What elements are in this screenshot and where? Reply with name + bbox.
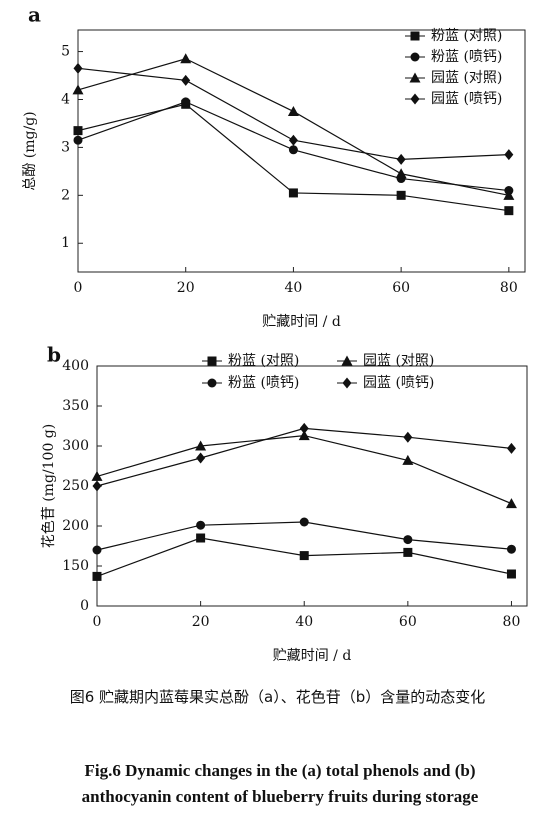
data-point [505, 498, 517, 509]
data-point [288, 134, 298, 146]
data-point [92, 571, 102, 581]
data-point [195, 440, 207, 451]
x-tick-label: 0 [74, 280, 83, 296]
data-point [503, 189, 515, 200]
x-axis-label: 贮藏时间 / d [273, 648, 352, 664]
data-point [196, 452, 206, 464]
legend-marker [409, 72, 421, 83]
data-point [396, 190, 406, 200]
data-point [403, 547, 413, 557]
x-tick-label: 80 [500, 280, 518, 296]
panel-label: a [28, 3, 41, 27]
plot-frame [77, 29, 526, 273]
y-tick-label: 3 [61, 139, 70, 155]
legend-label: 园蓝 (喷钙) [363, 375, 434, 391]
x-tick-label: 40 [295, 614, 313, 630]
y-tick-label: 350 [62, 398, 89, 414]
data-point [181, 97, 191, 107]
legend-marker [207, 378, 217, 388]
data-point [506, 544, 516, 554]
data-point [298, 430, 310, 441]
legend-marker [410, 93, 420, 105]
data-point [506, 569, 516, 579]
x-tick-label: 80 [503, 614, 521, 630]
y-tick-label: 5 [61, 44, 70, 60]
y-tick-label: 0 [80, 598, 89, 614]
data-point [403, 431, 413, 443]
x-tick-label: 40 [285, 280, 303, 296]
data-point [73, 62, 83, 74]
x-tick-label: 20 [192, 614, 210, 630]
y-axis-label: 总酚 (mg/g) [22, 111, 38, 190]
y-axis-label: 花色苷 (mg/100 g) [40, 424, 57, 548]
legend-label: 粉蓝 (喷钙) [431, 49, 502, 65]
data-point [73, 126, 83, 136]
legend-marker [341, 355, 353, 366]
caption-en: Fig.6 Dynamic changes in the (a) total p… [81, 761, 479, 806]
legend-marker [207, 356, 217, 366]
y-tick-label: 1 [61, 235, 70, 251]
y-tick-label: 4 [61, 91, 70, 107]
legend-marker [410, 31, 420, 41]
data-point [181, 74, 191, 86]
y-tick-label: 300 [62, 438, 89, 454]
data-point [506, 442, 516, 454]
y-tick-label: 200 [62, 518, 89, 534]
legend-marker [342, 377, 352, 389]
data-point [299, 517, 309, 527]
y-tick-label: 250 [62, 478, 89, 494]
data-point [196, 533, 206, 543]
data-point [92, 545, 102, 555]
data-point [73, 135, 83, 145]
legend-label: 园蓝 (对照) [363, 353, 434, 369]
legend-label: 粉蓝 (对照) [228, 353, 299, 369]
legend-label: 园蓝 (喷钙) [431, 91, 502, 107]
data-point [299, 551, 309, 561]
x-tick-label: 0 [93, 614, 102, 630]
data-point [287, 105, 299, 116]
x-axis-label: 贮藏时间 / d [262, 314, 341, 330]
plot-frame [96, 365, 528, 607]
data-point [196, 520, 206, 530]
legend-marker [410, 52, 420, 62]
caption-cn: 图6 贮藏期内蓝莓果实总酚（a）、花色苷（b）含量的动态变化 [69, 688, 486, 706]
data-point [403, 535, 413, 545]
data-point [504, 149, 514, 161]
data-point [288, 188, 298, 198]
x-tick-label: 60 [392, 280, 410, 296]
data-point [504, 206, 514, 216]
data-point [288, 145, 298, 155]
legend-label: 粉蓝 (喷钙) [228, 375, 299, 391]
y-tick-label: 150 [62, 558, 89, 574]
data-point [299, 422, 309, 434]
legend-label: 园蓝 (对照) [431, 70, 502, 86]
data-point [395, 168, 407, 179]
data-point [402, 454, 414, 465]
x-tick-label: 60 [399, 614, 417, 630]
panel-label: b [47, 343, 61, 367]
data-point [91, 470, 103, 481]
data-point [396, 153, 406, 165]
data-point [92, 480, 102, 492]
data-point [180, 53, 192, 64]
y-tick-label: 2 [61, 187, 70, 203]
legend-label: 粉蓝 (对照) [431, 28, 502, 44]
x-tick-label: 20 [177, 280, 195, 296]
figure: a 1 2 3 4 5 0 20 40 60 80 贮藏时间 / d 总酚 (mg/g) 粉蓝 (对照) 粉… [22, 3, 528, 664]
data-point [72, 84, 84, 95]
y-tick-label: 400 [62, 358, 89, 374]
